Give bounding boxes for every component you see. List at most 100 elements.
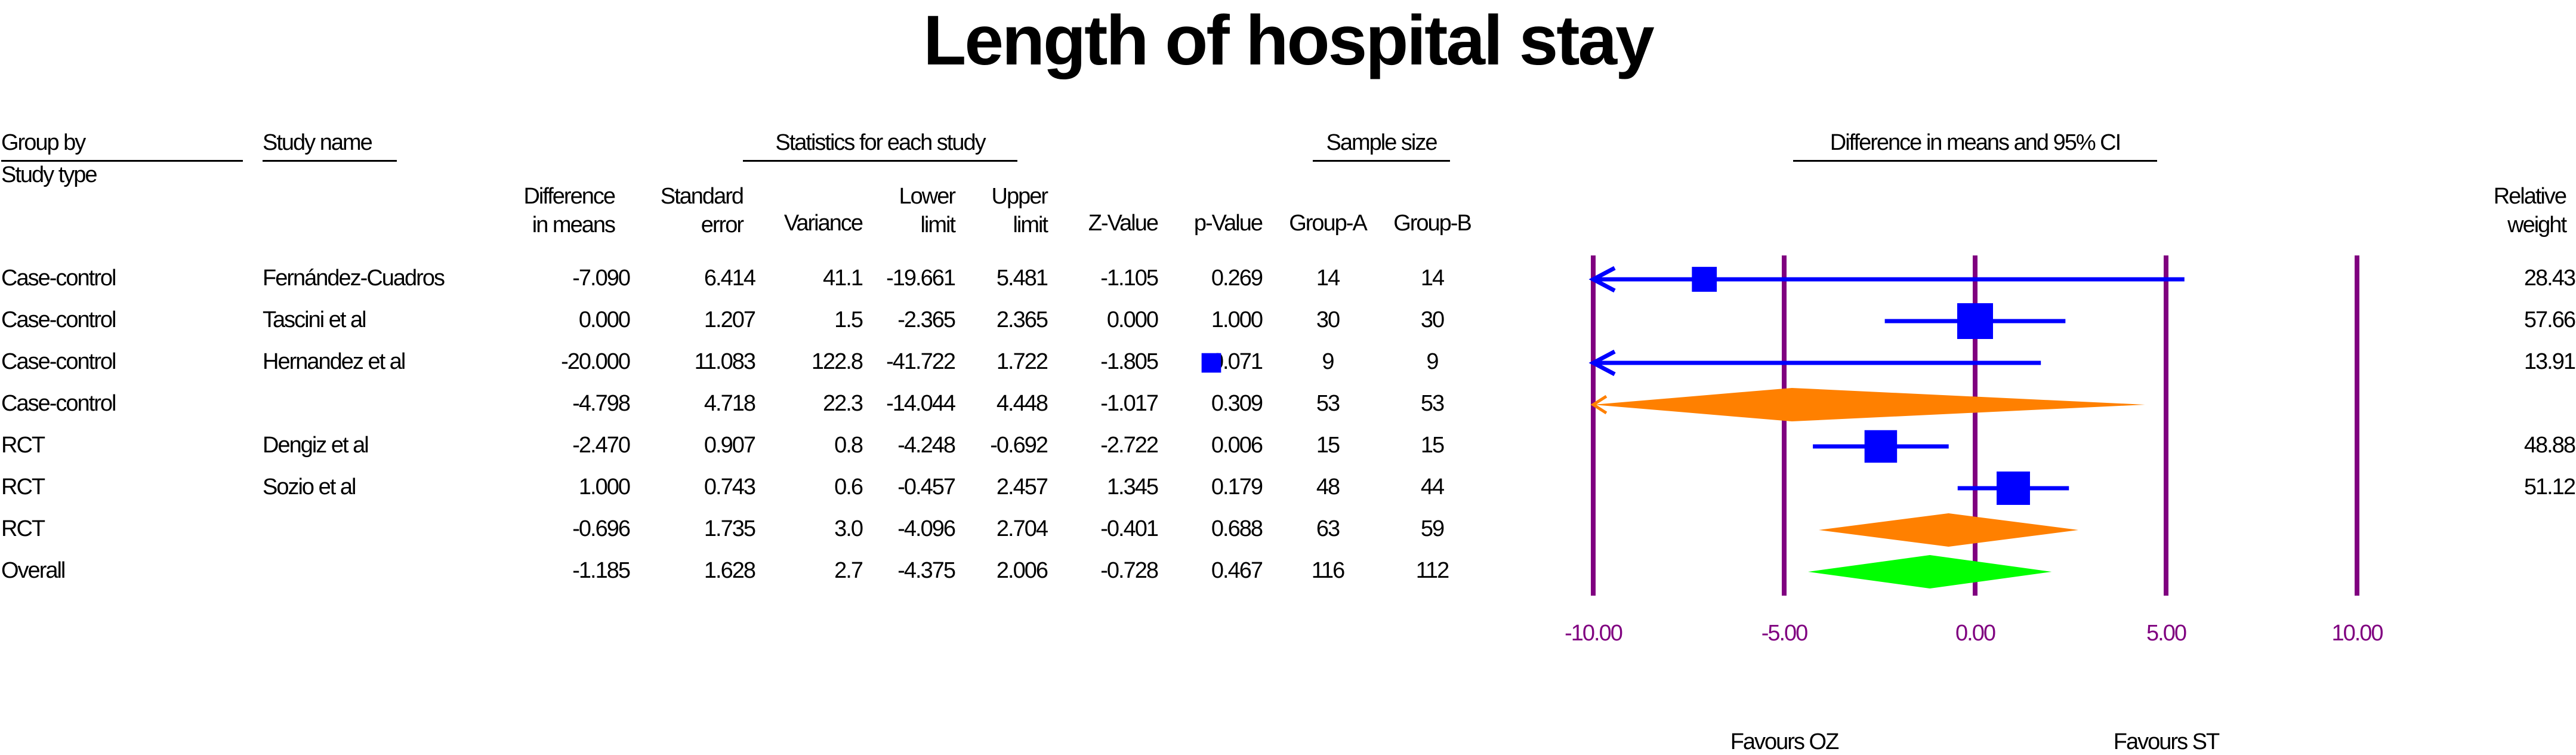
header-underline	[1793, 160, 2157, 162]
cell-group: Case-control	[1, 391, 116, 416]
cell-z: -1.017	[1100, 391, 1159, 416]
point-estimate-square	[1997, 472, 2030, 505]
cell-diff: -2.470	[572, 433, 631, 458]
cell-upper: 2.704	[996, 516, 1048, 541]
cell-group-a: 63	[1316, 516, 1340, 541]
x-tick-label: 5.00	[2146, 621, 2187, 646]
cell-group-b: 30	[1420, 307, 1445, 332]
cell-diff: -7.090	[572, 266, 631, 291]
header-underline	[743, 160, 1017, 162]
cell-se: 1.207	[704, 307, 756, 332]
cell-weight: 48.88	[2523, 433, 2576, 458]
cell-study-name: Tascini et al	[263, 307, 367, 332]
x-tick-label: -5.00	[1761, 621, 1809, 646]
cell-diff: 1.000	[578, 474, 631, 500]
col-header-diff-line2: in means	[532, 212, 616, 238]
cell-z: -0.728	[1100, 558, 1159, 583]
cell-group: RCT	[1, 474, 45, 500]
point-estimate-square	[1957, 303, 1993, 339]
col-header-weight: Relative weight	[2447, 182, 2567, 239]
cell-p: 0.309	[1211, 391, 1263, 416]
ci-arrow-left	[1590, 395, 1608, 415]
cell-z: -1.105	[1100, 266, 1159, 291]
col-header-lower-line2: limit	[920, 212, 956, 238]
cell-variance: 2.7	[834, 558, 863, 583]
header-underline	[1, 160, 243, 162]
header-stats-group: Statistics for each study	[775, 130, 986, 155]
col-header-lower: Lower limit	[862, 182, 956, 239]
point-estimate-square	[1692, 267, 1717, 292]
cell-study-name: Hernandez et al	[263, 349, 406, 374]
cell-p: 0.688	[1211, 516, 1263, 541]
col-header-variance: Variance	[783, 211, 863, 236]
cell-variance: 122.8	[811, 349, 863, 374]
cell-variance: 0.8	[834, 433, 863, 458]
header-study-type: Study type	[1, 162, 98, 187]
cell-z: -0.401	[1100, 516, 1159, 541]
col-header-p: p-Value	[1193, 211, 1263, 236]
cell-upper: 2.006	[996, 558, 1048, 583]
cell-group: Overall	[1, 558, 66, 583]
cell-p: 0.269	[1211, 266, 1263, 291]
chart-title: Length of hospital stay	[923, 1, 1655, 80]
favours-left-label: Favours OZ	[1730, 729, 1840, 754]
ci-arrow-left	[1588, 266, 1616, 293]
cell-group-a: 9	[1322, 349, 1334, 374]
col-header-weight-line1: Relative	[2493, 184, 2567, 209]
cell-z: 1.345	[1106, 474, 1159, 500]
ci-arrow-left	[1588, 349, 1616, 377]
cell-lower: -19.661	[886, 266, 956, 291]
cell-upper: 4.448	[996, 391, 1048, 416]
cell-diff: -1.185	[572, 558, 631, 583]
cell-group-a: 53	[1316, 391, 1340, 416]
cell-group-b: 44	[1420, 474, 1445, 500]
cell-weight: 28.43	[2523, 266, 2576, 291]
cell-upper: 2.365	[996, 307, 1048, 332]
col-header-group-a: Group-A	[1289, 211, 1368, 236]
col-header-upper-line2: limit	[1013, 212, 1048, 238]
cell-p: 0.467	[1211, 558, 1263, 583]
col-header-se-line2: error	[701, 212, 744, 238]
cell-study-name: Fernández-Cuadros	[263, 266, 445, 291]
overall-diamond	[1808, 555, 2052, 588]
cell-se: 0.907	[704, 433, 756, 458]
cell-study-name: Sozio et al	[263, 474, 356, 500]
cell-p: 1.000	[1211, 307, 1263, 332]
cell-se: 1.628	[704, 558, 756, 583]
cell-se: 0.743	[704, 474, 756, 500]
col-header-group-b: Group-B	[1393, 211, 1472, 236]
cell-group-a: 14	[1316, 266, 1340, 291]
col-header-lower-line1: Lower	[899, 184, 956, 209]
favours-right-label: Favours ST	[2113, 729, 2220, 754]
cell-variance: 22.3	[823, 391, 863, 416]
cell-weight: 13.91	[2523, 349, 2576, 374]
cell-group-a: 116	[1311, 558, 1346, 583]
cell-diff: -20.000	[561, 349, 631, 374]
cell-diff: 0.000	[578, 307, 631, 332]
cell-group-a: 48	[1316, 474, 1340, 500]
cell-group: RCT	[1, 433, 45, 458]
cell-study-name: Dengiz et al	[263, 433, 369, 458]
cell-group-a: 30	[1316, 307, 1340, 332]
cell-variance: 1.5	[834, 307, 863, 332]
cell-p: 0.006	[1211, 433, 1263, 458]
cell-z: -1.805	[1100, 349, 1159, 374]
cell-lower: -0.457	[897, 474, 956, 500]
cell-upper: 2.457	[996, 474, 1048, 500]
col-header-upper-line1: Upper	[991, 184, 1048, 209]
cell-lower: -4.375	[897, 558, 956, 583]
subgroup-diamond	[1818, 513, 2079, 547]
cell-variance: 3.0	[834, 516, 863, 541]
cell-upper: 5.481	[996, 266, 1048, 291]
cell-group-b: 9	[1426, 349, 1439, 374]
col-header-se-line1: Standard	[660, 184, 744, 209]
col-header-upper: Upper limit	[955, 182, 1048, 239]
cell-weight: 57.66	[2523, 307, 2576, 332]
cell-se: 6.414	[704, 266, 756, 291]
x-tick-label: -10.00	[1565, 621, 1623, 646]
cell-group: Case-control	[1, 349, 116, 374]
x-tick-label: 10.00	[2331, 621, 2383, 646]
header-study-name: Study name	[263, 130, 373, 155]
point-estimate-square	[1864, 430, 1898, 463]
